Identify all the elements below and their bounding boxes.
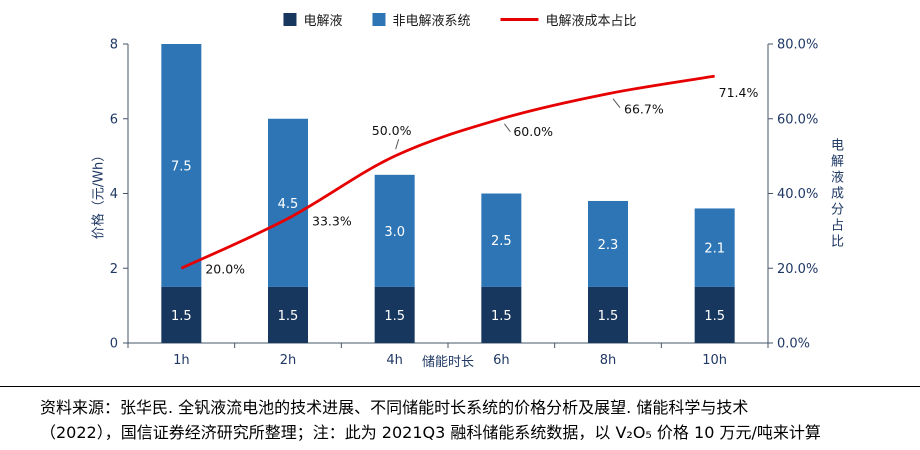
left-axis-tick-label: 2 (110, 262, 118, 277)
right-axis-title: 电解液成分占比 (828, 138, 843, 250)
label-leader-line (503, 123, 511, 133)
legend-line-swatch-cost-ratio (500, 18, 539, 21)
legend-swatch-electrolyte (283, 13, 297, 26)
bar-segment-non-electrolyte (161, 44, 202, 287)
right-axis-tick-label: 60.0% (777, 112, 818, 127)
bar-value-label-electrolyte: 1.5 (491, 309, 512, 324)
x-axis-category-label: 10h (702, 353, 727, 368)
bar-value-label-non-electrolyte: 2.5 (491, 234, 512, 249)
line-point-label: 20.0% (205, 261, 245, 276)
bar-value-label-electrolyte: 1.5 (598, 309, 619, 324)
x-axis-category-label: 8h (600, 353, 617, 368)
bar-value-label-non-electrolyte: 3.0 (384, 225, 405, 240)
x-axis-category-label: 2h (280, 353, 297, 368)
line-point-label: 66.7% (624, 102, 664, 117)
left-axis-title: 价格（元/Wh） (91, 148, 107, 240)
bar-segment-electrolyte (694, 286, 735, 343)
legend-item-electrolyte: 电解液 (283, 10, 342, 29)
source-note-line2: （2022），国信证券经济研究所整理；注：此为 2021Q3 融科储能系统数据，… (40, 423, 821, 442)
bar-segment-electrolyte (268, 286, 308, 343)
cost-ratio-line (180, 74, 715, 270)
legend-label-electrolyte: 电解液 (303, 14, 343, 29)
bar-value-label-non-electrolyte: 2.3 (598, 238, 619, 253)
bar-value-label-non-electrolyte: 4.5 (278, 197, 299, 212)
label-leader-line (612, 98, 621, 109)
bar-value-label-electrolyte: 1.5 (704, 309, 725, 324)
source-note-line1: 资料来源：张华民. 全钒液流电池的技术进展、不同储能时长系统的价格分析及展望. … (40, 398, 749, 417)
bar-segment-electrolyte (161, 286, 202, 343)
chart-legend: 电解液 非电解液系统 电解液成本占比 (283, 10, 637, 29)
legend-label-cost-ratio: 电解液成本占比 (545, 14, 637, 29)
right-axis-tick-label: 0.0% (777, 337, 810, 352)
legend-swatch-non-electrolyte (372, 13, 386, 26)
x-axis-category-label: 4h (386, 353, 403, 368)
line-point-label: 50.0% (372, 123, 412, 138)
x-axis-category-label: 1h (173, 353, 190, 368)
bar-segment-non-electrolyte (588, 200, 628, 287)
bar-value-label-electrolyte: 1.5 (384, 309, 405, 324)
x-axis-category-label: 6h (493, 353, 510, 368)
source-note: 资料来源：张华民. 全钒液流电池的技术进展、不同储能时长系统的价格分析及展望. … (0, 386, 920, 445)
left-axis-tick-label: 0 (110, 337, 118, 352)
legend-item-cost-ratio: 电解液成本占比 (500, 10, 637, 29)
x-axis-title: 储能时长 (421, 355, 475, 370)
right-axis-tick-label: 80.0% (777, 38, 818, 53)
left-axis-tick-label: 4 (110, 187, 118, 202)
bar-value-label-electrolyte: 1.5 (171, 309, 192, 324)
bar-value-label-non-electrolyte: 7.5 (171, 159, 192, 174)
bar-segment-non-electrolyte (268, 118, 308, 287)
line-point-label: 60.0% (513, 124, 553, 139)
bar-segment-non-electrolyte (481, 193, 522, 287)
bar-segment-non-electrolyte (694, 208, 735, 287)
bar-segment-electrolyte (374, 286, 415, 343)
right-axis-tick-label: 40.0% (777, 187, 818, 202)
left-axis-tick-label: 6 (110, 112, 118, 127)
bar-segment-non-electrolyte (374, 174, 415, 287)
left-axis-tick-label: 8 (110, 38, 118, 53)
bar-value-label-electrolyte: 1.5 (278, 309, 299, 324)
right-axis-tick-label: 20.0% (777, 262, 818, 277)
line-point-label: 33.3% (312, 214, 352, 229)
bar-segment-electrolyte (481, 286, 522, 343)
bar-value-label-non-electrolyte: 2.1 (704, 242, 725, 257)
label-leader-line (395, 138, 400, 150)
bar-segment-electrolyte (588, 286, 628, 343)
line-point-label: 71.4% (719, 85, 759, 100)
legend-item-non-electrolyte: 非电解液系统 (372, 10, 471, 29)
legend-label-non-electrolyte: 非电解液系统 (392, 14, 471, 29)
